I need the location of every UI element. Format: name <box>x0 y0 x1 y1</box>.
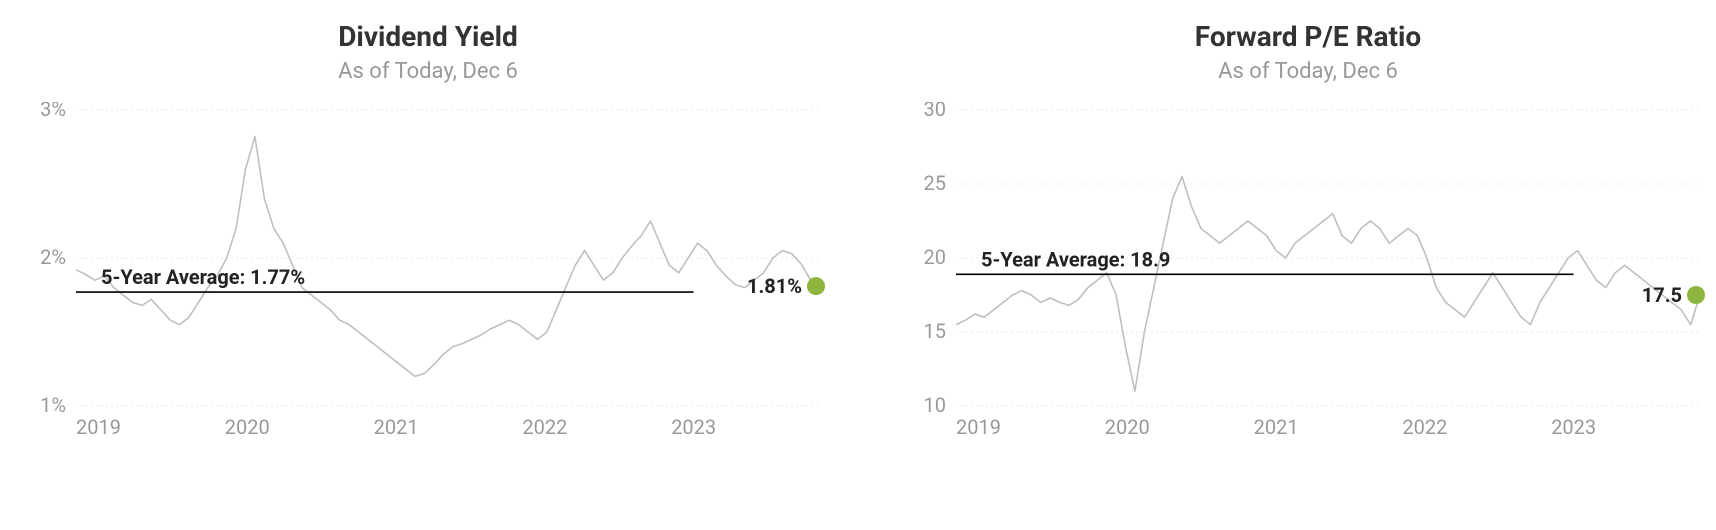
svg-text:2019: 2019 <box>76 415 121 439</box>
svg-text:2021: 2021 <box>374 415 419 439</box>
forward-pe-panel: Forward P/E Ratio As of Today, Dec 6 101… <box>898 20 1716 442</box>
chart-title: Forward P/E Ratio <box>898 20 1716 53</box>
chart-area: 1% 2% 3% 2019 2020 2021 2022 2023 5-Year Average… <box>18 102 838 442</box>
svg-text:2023: 2023 <box>1551 415 1596 439</box>
svg-text:30: 30 <box>924 102 946 121</box>
svg-text:1.81%: 1.81% <box>747 274 802 298</box>
dividend-yield-panel: Dividend Yield As of Today, Dec 6 1% 2% 3%… <box>18 20 838 442</box>
svg-text:2022: 2022 <box>522 415 567 439</box>
svg-text:10: 10 <box>924 393 946 417</box>
svg-text:3%: 3% <box>40 102 66 121</box>
svg-text:2021: 2021 <box>1254 415 1299 439</box>
dividend-yield-chart: 1% 2% 3% 2019 2020 2021 2022 2023 5-Year Average… <box>18 102 838 442</box>
svg-text:2023: 2023 <box>671 415 716 439</box>
svg-text:2020: 2020 <box>1105 415 1150 439</box>
chart-subtitle: As of Today, Dec 6 <box>18 59 838 84</box>
svg-text:15: 15 <box>924 319 946 343</box>
svg-text:2%: 2% <box>40 245 66 269</box>
svg-text:2020: 2020 <box>225 415 270 439</box>
charts-container: Dividend Yield As of Today, Dec 6 1% 2% 3%… <box>10 20 1716 442</box>
chart-title: Dividend Yield <box>18 20 838 53</box>
svg-text:2019: 2019 <box>956 415 1001 439</box>
chart-subtitle: As of Today, Dec 6 <box>898 59 1716 84</box>
svg-text:5-Year Average: 1.77%: 5-Year Average: 1.77% <box>101 265 305 289</box>
chart-area: 10 15 20 25 30 2019 2020 2021 2022 2023 5-Year Ave… <box>898 102 1716 442</box>
svg-text:17.5: 17.5 <box>1642 283 1682 307</box>
svg-text:20: 20 <box>924 245 946 269</box>
svg-text:25: 25 <box>924 171 946 195</box>
forward-pe-chart: 10 15 20 25 30 2019 2020 2021 2022 2023 5-Year Ave… <box>898 102 1716 442</box>
svg-text:5-Year Average: 18.9: 5-Year Average: 18.9 <box>981 247 1170 271</box>
svg-text:2022: 2022 <box>1402 415 1447 439</box>
svg-text:1%: 1% <box>40 393 66 417</box>
